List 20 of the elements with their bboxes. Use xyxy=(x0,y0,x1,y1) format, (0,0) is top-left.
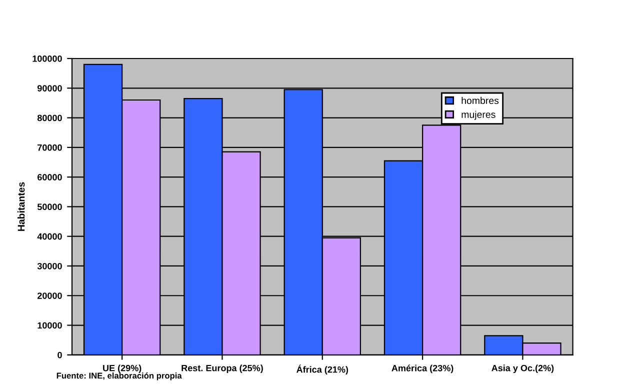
y-tick-label: 60000 xyxy=(37,174,62,180)
x-tick-label: África (21%) xyxy=(296,364,348,374)
y-tick-label: 0 xyxy=(58,352,62,358)
source-note: Fuente: INE, elaboración propia xyxy=(56,372,182,380)
y-tick-label: 20000 xyxy=(37,292,62,299)
x-tick-label: Rest. Europa (25%) xyxy=(182,364,263,374)
y-tick-label: 40000 xyxy=(37,233,62,240)
legend-label: hombres xyxy=(462,96,499,104)
y-tick-label: 10000 xyxy=(38,322,62,329)
y-tick-label: 100000 xyxy=(32,55,62,62)
y-tick-label: 90000 xyxy=(37,85,62,92)
y-tick-label: 80000 xyxy=(37,114,62,122)
y-tick-label: 70000 xyxy=(38,144,62,151)
x-tick-label: Asia y Oc.(2%) xyxy=(492,364,554,374)
y-axis-title: Habitantes xyxy=(18,182,25,231)
y-tick-label: 30000 xyxy=(37,262,62,270)
x-tick-label: América (23%) xyxy=(392,364,454,374)
x-tick-label: UE (29%) xyxy=(103,364,142,374)
y-tick-label: 50000 xyxy=(37,204,62,210)
legend-label: mujeres xyxy=(462,110,496,120)
